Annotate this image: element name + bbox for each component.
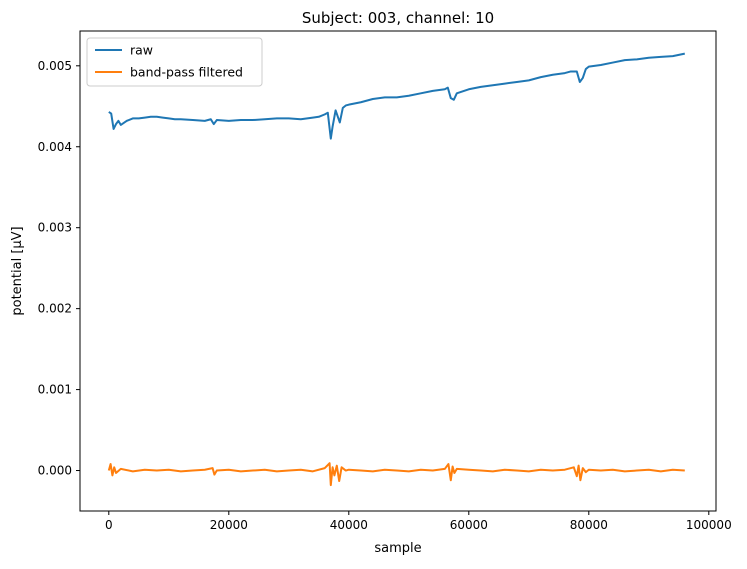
- series-layer: [107, 52, 685, 487]
- y-tick-label: 0.003: [38, 221, 72, 235]
- x-tick-label: 40000: [330, 518, 368, 532]
- x-axis-label: sample: [374, 541, 421, 556]
- legend-label-raw: raw: [130, 43, 153, 58]
- y-tick-label: 0.002: [38, 302, 72, 316]
- series-line-raw: [108, 52, 685, 140]
- y-axis: 0.000 0.001 0.002 0.003 0.004 0.005: [38, 59, 80, 478]
- x-axis: 0 20000 40000 60000 80000 100000: [105, 511, 732, 532]
- y-tick-label: 0.001: [38, 383, 72, 397]
- x-tick-label: 20000: [210, 518, 248, 532]
- y-tick-label: 0.004: [38, 140, 72, 154]
- x-tick-label: 100000: [686, 518, 732, 532]
- legend: raw band-pass filtered: [86, 37, 263, 87]
- y-tick-label: 0.005: [38, 59, 72, 73]
- x-tick-label: 0: [105, 518, 113, 532]
- chart-title: Subject: 003, channel: 10: [302, 9, 494, 27]
- x-tick-label: 80000: [570, 518, 608, 532]
- plot-frame: [79, 30, 717, 512]
- y-axis-label: potential [µV]: [10, 226, 25, 315]
- series-line-band-pass-filtered: [107, 462, 685, 487]
- y-tick-label: 0.000: [38, 464, 72, 478]
- plot-area: [79, 30, 717, 512]
- legend-label-band-pass-filtered: band-pass filtered: [130, 65, 243, 80]
- plot-background: [80, 31, 716, 511]
- x-tick-label: 60000: [450, 518, 488, 532]
- legend-box: [86, 37, 263, 87]
